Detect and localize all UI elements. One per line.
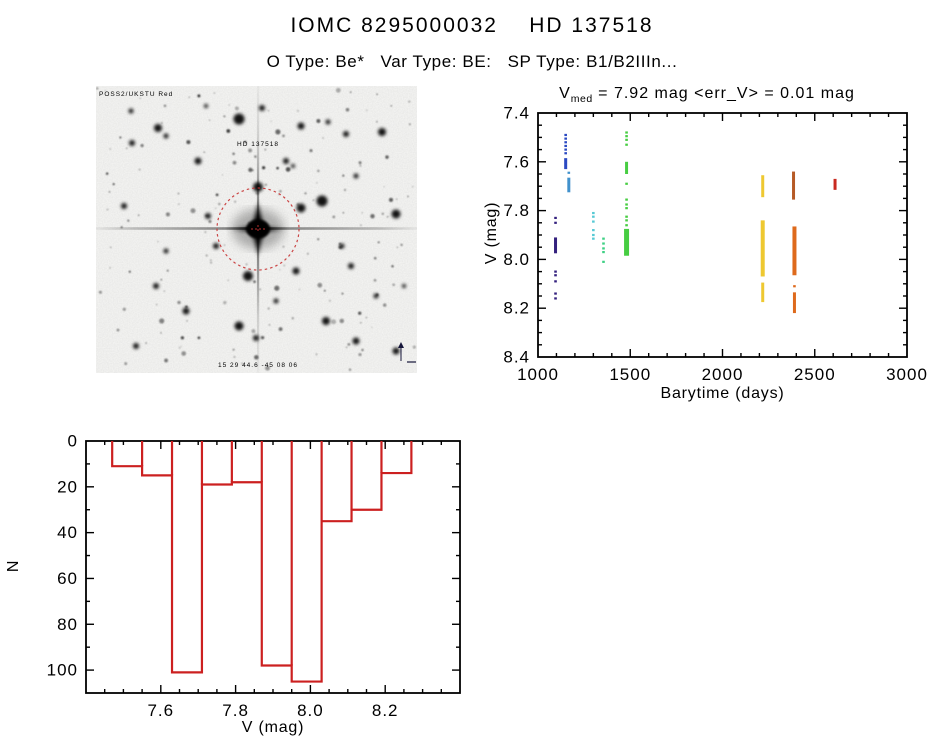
cluster-epoch-8 bbox=[792, 171, 796, 200]
lc-title-subscript: med bbox=[570, 93, 593, 106]
light-curve-panel: Vmed = 7.92 mag <err_V> = 0.01 mag 1000 1… bbox=[470, 85, 944, 425]
x-tick-label: 2500 bbox=[794, 365, 836, 384]
cluster-epoch-1 bbox=[554, 216, 558, 300]
finder-credit-label: POSS2/UKSTU Red bbox=[99, 91, 173, 98]
cluster-epoch-10 bbox=[833, 178, 837, 190]
lc-y-axis-label: V (mag) bbox=[483, 201, 500, 265]
cluster-epoch-4 bbox=[592, 211, 595, 240]
x-tick-label: 8.0 bbox=[297, 701, 324, 720]
finder-coords-label: 15 29 44.6 -45 08 06 bbox=[218, 362, 298, 369]
star-field bbox=[96, 87, 416, 371]
faint-stars bbox=[96, 87, 416, 371]
cluster-epoch-7 bbox=[760, 175, 765, 303]
light-curve-title: Vmed = 7.92 mag <err_V> = 0.01 mag bbox=[470, 85, 944, 105]
x-tick-label: 1000 bbox=[517, 365, 559, 384]
y-tick-label: 60 bbox=[57, 569, 78, 588]
cluster-epoch-9 bbox=[792, 226, 797, 314]
finder-chart-image: POSS2/UKSTU Red HD 137518 15 29 44.6 -45… bbox=[96, 86, 417, 373]
histogram-panel: 7.6 7.8 8.0 8.2 0 20 40 60 80 100 V (mag) N bbox=[0, 430, 500, 747]
hist-y-axis-label: N bbox=[5, 559, 22, 573]
orientation-compass bbox=[398, 342, 416, 363]
x-tick-label: 2000 bbox=[702, 365, 744, 384]
histogram-plot: 7.6 7.8 8.0 8.2 0 20 40 60 80 100 bbox=[47, 432, 461, 720]
plot-frame bbox=[85, 440, 461, 694]
lc-title-base: V bbox=[559, 85, 571, 102]
x-tick-label: 3000 bbox=[886, 365, 928, 384]
x-tick-label: 7.6 bbox=[147, 701, 174, 720]
cluster-epoch-5 bbox=[602, 237, 605, 263]
x-tick-label: 8.2 bbox=[372, 701, 399, 720]
target-marker-circle bbox=[216, 187, 300, 271]
x-tick-label: 1500 bbox=[609, 365, 651, 384]
y-tick-label: 8.4 bbox=[503, 348, 530, 367]
object-type-summary: O Type: Be* Var Type: BE: SP Type: B1/B2… bbox=[266, 52, 678, 71]
x-tick-label: 7.8 bbox=[222, 701, 249, 720]
cluster-epoch-6 bbox=[624, 131, 630, 256]
cluster-epoch-3 bbox=[567, 171, 571, 193]
y-tick-label: 40 bbox=[57, 523, 78, 542]
light-curve-plot: 1000 1500 2000 2500 3000 7.4 7.6 7.8 8.0 8.2 8.4 bbox=[503, 104, 928, 385]
y-tick-label: 0 bbox=[68, 432, 78, 451]
bright-stars bbox=[121, 104, 406, 355]
lc-x-axis-label: Barytime (days) bbox=[660, 385, 785, 402]
y-tick-label: 8.2 bbox=[503, 299, 530, 318]
y-tick-label: 8.0 bbox=[503, 250, 530, 269]
y-tick-label: 80 bbox=[57, 615, 78, 634]
y-tick-label: 20 bbox=[57, 477, 78, 496]
cluster-epoch-2 bbox=[564, 133, 568, 170]
hist-x-axis-label: V (mag) bbox=[241, 719, 305, 736]
y-tick-label: 7.8 bbox=[503, 201, 530, 220]
histogram-outline bbox=[111, 441, 413, 683]
y-tick-label: 7.6 bbox=[503, 152, 530, 171]
page-title: IOMC 8295000032 HD 137518 bbox=[290, 14, 654, 37]
y-tick-label: 100 bbox=[47, 661, 78, 680]
lc-title-rest: = 7.92 mag <err_V> = 0.01 mag bbox=[592, 85, 855, 102]
finder-target-label: HD 137518 bbox=[237, 141, 279, 148]
y-tick-label: 7.4 bbox=[503, 104, 530, 123]
